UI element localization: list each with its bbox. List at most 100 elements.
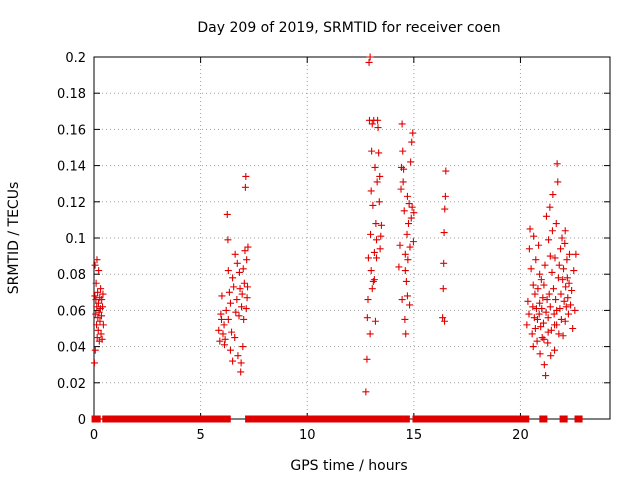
data-point (375, 149, 383, 157)
data-point (550, 310, 558, 318)
data-point (529, 303, 537, 311)
data-point (92, 279, 100, 287)
data-point (400, 165, 408, 173)
data-point (568, 286, 576, 294)
data-point (563, 274, 571, 282)
data-point (237, 359, 245, 367)
data-point (540, 335, 548, 343)
data-point (370, 248, 378, 256)
data-points (90, 53, 583, 423)
data-point (406, 243, 414, 251)
data-point (408, 138, 416, 146)
data-point (548, 268, 556, 276)
data-point (370, 276, 378, 284)
data-point (553, 306, 561, 314)
data-point (230, 283, 238, 291)
data-point (542, 212, 550, 220)
y-tick-label: 0.12 (57, 196, 86, 211)
data-point (546, 303, 554, 311)
data-point (559, 276, 567, 284)
data-point (539, 319, 547, 327)
data-point (553, 160, 561, 168)
data-point (99, 303, 107, 311)
data-point (97, 312, 105, 320)
data-point (91, 346, 99, 354)
axis-ticks: 0 0.02 0.04 0.06 0.08 0.1 0.12 0.14 0.16 0.18 0.2 0… (57, 51, 610, 443)
data-point (552, 296, 560, 304)
data-point (546, 203, 554, 211)
data-point (233, 259, 241, 267)
data-point (243, 256, 251, 264)
x-tick-label: 5 (196, 428, 204, 443)
data-point (529, 343, 537, 351)
data-point (525, 310, 533, 318)
data-point (410, 209, 418, 217)
data-point (558, 234, 566, 242)
data-point (233, 296, 241, 304)
zero-value-points (245, 415, 372, 423)
data-point (94, 326, 102, 334)
zero-value-points (391, 415, 400, 423)
data-point (373, 236, 381, 244)
data-point (221, 335, 229, 343)
data-point (560, 265, 568, 273)
data-point (240, 279, 248, 287)
data-point (540, 281, 548, 289)
data-point (530, 232, 538, 240)
data-point (368, 147, 376, 155)
data-point (376, 245, 384, 253)
zero-value-points (412, 415, 530, 423)
data-point (238, 290, 246, 298)
data-point (220, 341, 228, 349)
x-tick-label: 20 (512, 428, 529, 443)
data-point (219, 330, 227, 338)
data-point (552, 220, 560, 228)
data-point (225, 288, 233, 296)
data-point (523, 321, 531, 329)
y-tick-label: 0.18 (57, 87, 86, 102)
data-point (235, 268, 243, 276)
data-point (365, 58, 373, 66)
data-point (572, 250, 580, 258)
data-point (372, 220, 380, 228)
data-point (442, 167, 450, 175)
zero-value-points (539, 415, 548, 423)
data-point (545, 290, 553, 298)
data-point (542, 372, 550, 380)
data-point (529, 281, 537, 289)
data-point (567, 301, 575, 309)
data-point (399, 178, 407, 186)
data-point (239, 265, 247, 273)
y-tick-label: 0.06 (57, 304, 86, 319)
data-point (371, 163, 379, 171)
data-point (96, 317, 104, 325)
y-tick-label: 0.02 (57, 377, 86, 392)
data-point (367, 187, 375, 195)
data-point (534, 315, 542, 323)
data-point (537, 323, 545, 331)
data-point (561, 227, 569, 235)
data-point (543, 296, 551, 304)
data-point (374, 124, 382, 132)
data-point (232, 308, 240, 316)
data-point (405, 220, 413, 228)
data-point (544, 328, 552, 336)
data-point (93, 256, 101, 264)
data-point (554, 274, 562, 282)
data-point (97, 285, 105, 293)
data-point (374, 116, 382, 124)
data-point (405, 200, 413, 208)
y-tick-label: 0.2 (65, 51, 86, 66)
data-point (234, 352, 242, 360)
data-point (441, 317, 449, 325)
data-point (538, 305, 546, 313)
data-point (93, 321, 101, 329)
data-point (549, 285, 557, 293)
data-point (536, 270, 544, 278)
data-point (399, 147, 407, 155)
data-point (441, 192, 449, 200)
data-point (535, 310, 543, 318)
data-point (539, 294, 547, 302)
data-point (549, 191, 557, 199)
data-point (224, 315, 232, 323)
